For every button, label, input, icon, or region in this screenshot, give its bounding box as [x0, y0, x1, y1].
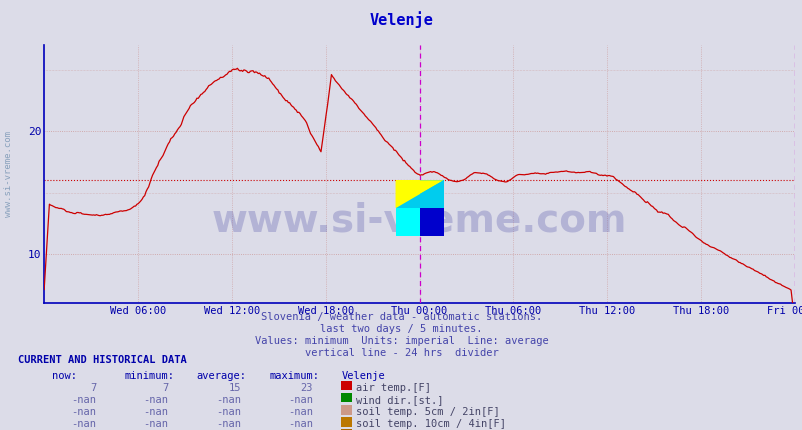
Text: wind dir.[st.]: wind dir.[st.] [355, 395, 443, 405]
Bar [395, 208, 419, 236]
Bar [395, 208, 419, 236]
Polygon shape [419, 180, 443, 208]
Text: vertical line - 24 hrs  divider: vertical line - 24 hrs divider [304, 348, 498, 358]
Text: -nan: -nan [288, 419, 313, 429]
Bar [395, 180, 419, 208]
Text: -nan: -nan [288, 407, 313, 417]
Text: 15: 15 [228, 383, 241, 393]
Bar [419, 208, 443, 236]
Text: 23: 23 [300, 383, 313, 393]
Text: 7: 7 [162, 383, 168, 393]
Text: 7: 7 [90, 383, 96, 393]
Text: -nan: -nan [288, 395, 313, 405]
Text: soil temp. 10cm / 4in[F]: soil temp. 10cm / 4in[F] [355, 419, 505, 429]
Polygon shape [395, 180, 443, 236]
Text: www.si-vreme.com: www.si-vreme.com [212, 202, 626, 240]
Bar [395, 180, 419, 208]
Text: -nan: -nan [144, 407, 168, 417]
Text: -nan: -nan [71, 407, 96, 417]
Text: minimum:: minimum: [124, 371, 174, 381]
Text: -nan: -nan [144, 395, 168, 405]
Text: www.si-vreme.com: www.si-vreme.com [4, 131, 13, 217]
Text: CURRENT AND HISTORICAL DATA: CURRENT AND HISTORICAL DATA [18, 355, 186, 365]
Text: Values: minimum  Units: imperial  Line: average: Values: minimum Units: imperial Line: av… [254, 336, 548, 346]
Polygon shape [395, 180, 443, 208]
Text: -nan: -nan [71, 419, 96, 429]
Text: Slovenia / weather data - automatic stations.: Slovenia / weather data - automatic stat… [261, 312, 541, 322]
Polygon shape [395, 180, 443, 208]
Text: maximum:: maximum: [269, 371, 318, 381]
Text: Velenje: Velenje [341, 371, 384, 381]
Text: soil temp. 5cm / 2in[F]: soil temp. 5cm / 2in[F] [355, 407, 499, 417]
Text: average:: average: [196, 371, 246, 381]
Text: -nan: -nan [216, 395, 241, 405]
Text: Velenje: Velenje [369, 11, 433, 28]
Text: now:: now: [52, 371, 77, 381]
Text: -nan: -nan [216, 407, 241, 417]
Text: last two days / 5 minutes.: last two days / 5 minutes. [320, 324, 482, 334]
Text: -nan: -nan [71, 395, 96, 405]
Text: -nan: -nan [144, 419, 168, 429]
Polygon shape [419, 180, 443, 208]
Text: -nan: -nan [216, 419, 241, 429]
Text: air temp.[F]: air temp.[F] [355, 383, 430, 393]
Bar [419, 208, 443, 236]
